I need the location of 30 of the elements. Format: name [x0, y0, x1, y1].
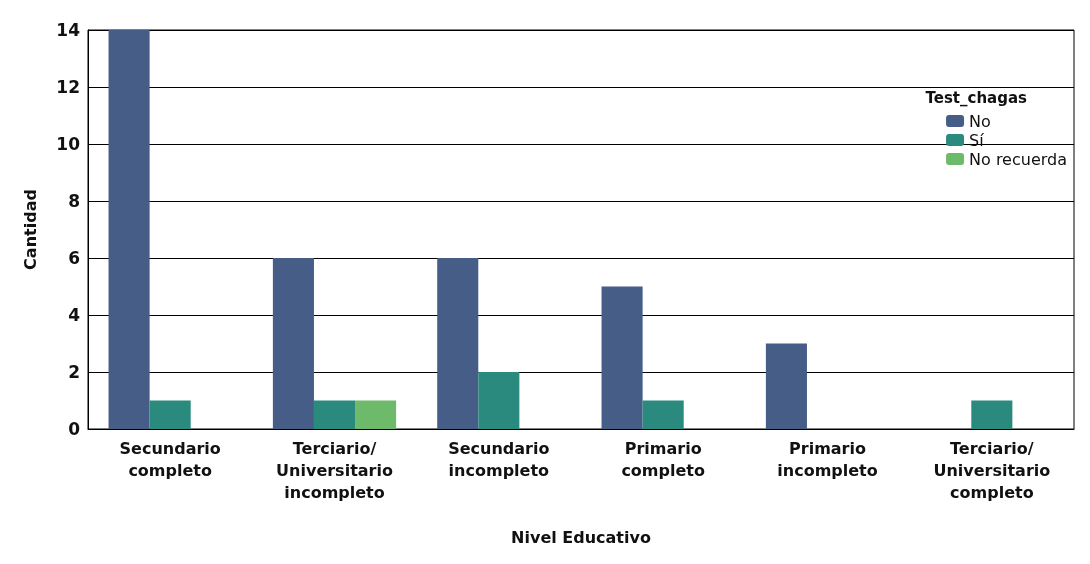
y-tick-label: 10	[56, 134, 81, 154]
y-tick-label: 4	[68, 305, 81, 325]
bar	[601, 286, 643, 429]
bar	[478, 372, 520, 429]
bar	[765, 343, 807, 429]
x-tick-label: Primario completo	[621, 438, 705, 480]
bar	[971, 400, 1013, 429]
legend-label: No	[969, 111, 991, 131]
legend-title: Test_chagas	[925, 88, 1028, 107]
x-axis-title: Nivel Educativo	[511, 527, 651, 547]
y-tick-label: 0	[68, 419, 81, 439]
y-tick-label: 12	[56, 77, 80, 97]
bar	[437, 258, 479, 429]
bar	[149, 400, 191, 429]
y-tick-label: 8	[68, 191, 80, 211]
bar	[108, 30, 150, 429]
x-tick-label: Terciario/Universitario completo	[933, 438, 1051, 502]
bar	[272, 258, 314, 429]
y-tick-label: 14	[56, 20, 81, 40]
legend-label: No recuerda	[969, 149, 1067, 169]
y-axis-title: Cantidad	[20, 189, 40, 270]
bar	[355, 400, 397, 429]
x-tick-label: Secundario incompleto	[448, 438, 550, 480]
bar	[313, 400, 356, 429]
x-tick-label: Terciario/Universitario incompleto	[276, 438, 393, 502]
y-tick-label: 6	[68, 248, 80, 268]
y-tick-label: 2	[68, 362, 80, 382]
x-tick-label: Primario incompleto	[777, 438, 878, 480]
x-tick-label: Secundario completo	[119, 438, 221, 480]
bar	[642, 400, 684, 429]
